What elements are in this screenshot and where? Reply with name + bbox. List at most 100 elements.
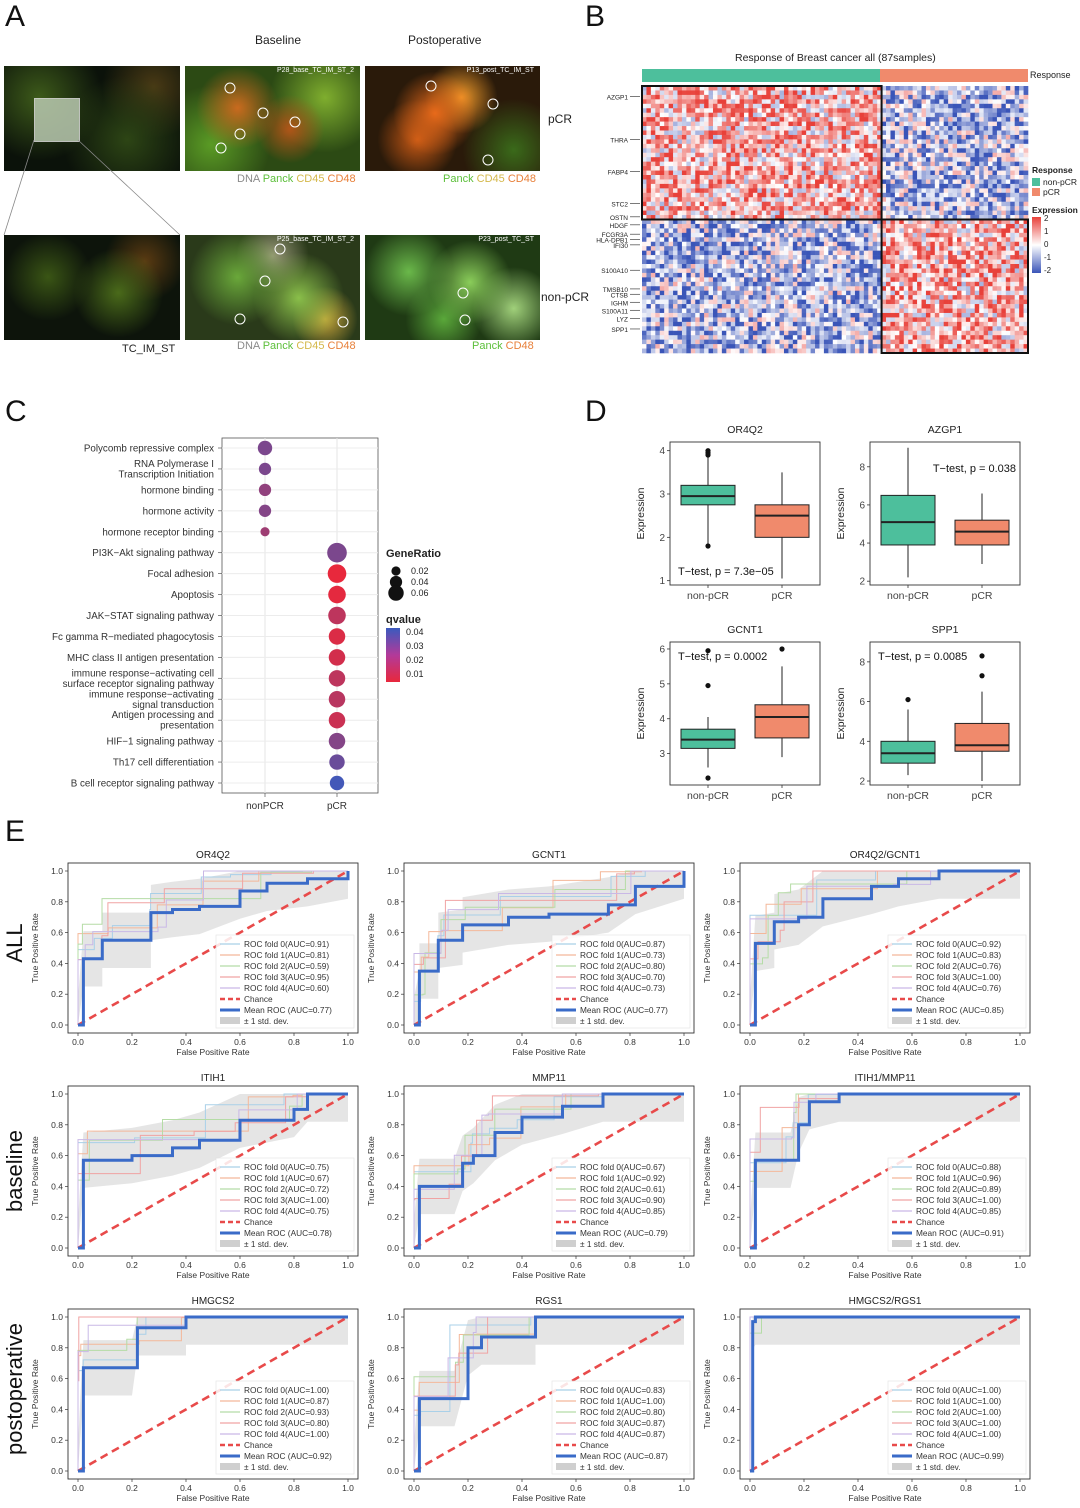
x-tick-label: 0.0 — [408, 1483, 420, 1493]
roc-title: ITIH1/MMP11 — [855, 1073, 916, 1084]
y-tick-label: 0.6 — [51, 928, 63, 938]
y-tick-label: 1.0 — [387, 1089, 399, 1099]
micro-overview-bottom — [4, 235, 180, 340]
roc-legend-box — [551, 1157, 691, 1252]
legend-entry: Chance — [580, 1440, 609, 1450]
term-label: Antigen processing and presentation — [112, 710, 214, 732]
box-outlier — [779, 646, 785, 652]
y-tick-label: 0.4 — [723, 958, 735, 968]
x-tick-label: 0.6 — [234, 1483, 246, 1493]
term-label: MHC class II antigen presentation — [67, 653, 214, 664]
legend-entry: ROC fold 3(AUC=1.00) — [916, 1418, 1001, 1428]
y-tick-label: 0.4 — [723, 1181, 735, 1191]
y-tick-label: 0.2 — [387, 1212, 399, 1222]
mean-roc-curve — [78, 1315, 348, 1473]
micro-base-pcr: P28_base_TC_IM_ST_2 — [185, 66, 360, 171]
stain-panck: Panck — [472, 340, 503, 352]
roc-grid: ALL baseline postoperative OR4Q2 0.0 0.2 0.4 0.… — [2, 850, 1031, 1503]
y-tick-label: 4 — [859, 539, 865, 550]
legend-nonpcr: non-pCR — [1043, 177, 1077, 187]
legend-generatio-title: GeneRatio — [386, 548, 441, 560]
legend-entry: ROC fold 0(AUC=0.83) — [580, 1385, 665, 1395]
legend-expression-title: Expression — [1032, 205, 1078, 215]
stain-cd48: CD48 — [505, 340, 534, 352]
x-tick-label: 0.6 — [570, 1483, 582, 1493]
panel-label-c: C — [5, 395, 27, 428]
roc-fold-curve — [413, 870, 684, 1025]
row-label: postoperative — [2, 1323, 27, 1455]
img-title: P28_base_TC_IM_ST_2 — [276, 67, 354, 74]
legend-entry: ROC fold 4(AUC=0.85) — [580, 1206, 665, 1216]
stain-caption-2: Panck CD45 CD48 — [443, 173, 536, 185]
roc-plot: MMP11 0.0 0.2 0.4 0.6 0.8 1.0 0.0 0.2 0.4 0.6 0.8 1.… — [366, 1073, 695, 1280]
legend-entry: Chance — [916, 1217, 945, 1227]
x-axis-label: False Positive Rate — [176, 1493, 249, 1503]
row-label: baseline — [2, 1130, 27, 1212]
y-tick-label: 1 — [659, 576, 665, 587]
dot-point — [328, 670, 346, 687]
x-tick-label: 0.8 — [288, 1260, 300, 1270]
x-tick-label: 0.0 — [72, 1260, 84, 1270]
std-band — [750, 871, 1020, 1025]
legend-entry: ROC fold 2(AUC=0.61) — [580, 1184, 665, 1194]
roc-fold-curve — [749, 1093, 1020, 1248]
term-label: Focal adhesion — [148, 569, 214, 580]
term-label: JAK−STAT signaling pathway — [86, 611, 214, 622]
y-tick-label: 0.8 — [387, 1343, 399, 1353]
x-tick-label: 1.0 — [342, 1260, 354, 1270]
x-tick-label: 0.0 — [72, 1483, 84, 1493]
x-tick-label: 0.8 — [624, 1260, 636, 1270]
legend-entry: ROC fold 0(AUC=1.00) — [244, 1385, 329, 1395]
roc-legend-box — [215, 934, 355, 1029]
y-tick-label: 8 — [859, 657, 865, 668]
x-axis-label: False Positive Rate — [512, 1270, 585, 1280]
y-tick-label: 0.4 — [387, 1404, 399, 1414]
legend-entry: ± 1 std. dev. — [244, 1016, 289, 1026]
legend-entry: ROC fold 3(AUC=0.90) — [580, 1195, 665, 1205]
box-outlier — [905, 696, 911, 703]
y-tick-label: 0.0 — [51, 1020, 63, 1030]
dot-point — [257, 440, 273, 456]
stain-cd48: CD48 — [327, 173, 356, 185]
stain-caption-1: DNA Panck CD45 CD48 — [237, 173, 356, 185]
roc-fold-curve — [77, 1093, 348, 1248]
roc-legend-box — [551, 934, 691, 1029]
x-tick-label: 0.6 — [906, 1260, 918, 1270]
heatmap-title: Response of Breast cancer all (87samples… — [735, 52, 936, 64]
legend-entry: Mean ROC (AUC=0.99) — [916, 1451, 1004, 1461]
legend-swatch — [556, 1240, 576, 1247]
y-tick-label: 0.2 — [387, 989, 399, 999]
roc-title: HMGCS2/RGS1 — [849, 1296, 922, 1307]
roc-fold-curve — [413, 870, 684, 1025]
gene-label: FABP4 — [608, 169, 629, 176]
y-tick-label: 0.4 — [51, 1181, 63, 1191]
x-axis-label: False Positive Rate — [176, 1270, 249, 1280]
roc-legend-box — [215, 1380, 355, 1475]
legend-entry: ROC fold 2(AUC=0.89) — [916, 1184, 1001, 1194]
legend-entry: ROC fold 4(AUC=0.85) — [916, 1206, 1001, 1216]
legend-entry: ROC fold 3(AUC=0.95) — [244, 972, 329, 982]
x-tick-label: 0.4 — [852, 1483, 864, 1493]
roc-fold-curve — [77, 870, 348, 1025]
gene-label: TMSB10 — [603, 287, 629, 294]
roc-plot: RGS1 0.0 0.2 0.4 0.6 0.8 1.0 0.0 0.2 0.4 0.6 0.8 1.0… — [366, 1296, 695, 1503]
x-tick-label: 0.8 — [960, 1260, 972, 1270]
term-label: Fc gamma R−mediated phagocytosis — [52, 632, 214, 643]
ttest-annotation: T−test, p = 7.3e−05 — [678, 566, 774, 578]
term-label: B cell receptor signaling pathway — [71, 779, 214, 790]
roc-title: MMP11 — [532, 1073, 566, 1084]
legend-entry: Mean ROC (AUC=0.79) — [580, 1228, 668, 1238]
legend-entry: ± 1 std. dev. — [916, 1239, 961, 1249]
x-tick-label: 0.4 — [180, 1037, 192, 1047]
roc-title: ITIH1 — [201, 1073, 226, 1084]
x-axis-label: False Positive Rate — [848, 1047, 921, 1057]
legend-entry: ± 1 std. dev. — [244, 1239, 289, 1249]
y-tick-label: 0.4 — [51, 958, 63, 968]
roc-fold-curve — [413, 1093, 684, 1248]
legend-entry: ROC fold 2(AUC=0.59) — [244, 961, 329, 971]
x-tick-label: 0.6 — [570, 1037, 582, 1047]
y-tick-label: 0.4 — [723, 1404, 735, 1414]
y-tick-label: 0.8 — [51, 1120, 63, 1130]
y-axis-label: True Positive Rate — [366, 1136, 376, 1206]
dot-point — [328, 649, 346, 666]
